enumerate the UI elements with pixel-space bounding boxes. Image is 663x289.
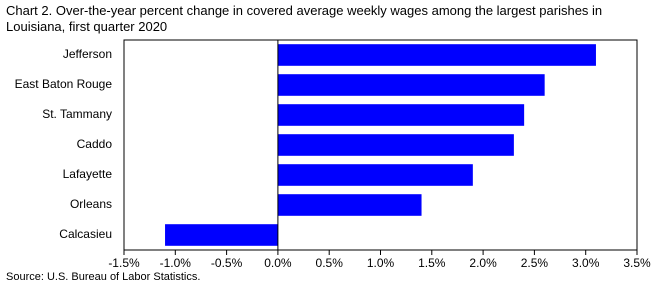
- x-tick-label: 0.5%: [316, 256, 344, 270]
- x-tick-label: -1.0%: [160, 256, 192, 270]
- chart-title: Chart 2. Over-the-year percent change in…: [6, 3, 603, 34]
- bar: [277, 194, 422, 216]
- source-note: Source: U.S. Bureau of Labor Statistics.: [6, 271, 201, 283]
- x-tick-label: 3.0%: [572, 256, 600, 270]
- y-tick-label: Calcasieu: [59, 227, 112, 241]
- bar: [277, 104, 525, 126]
- y-tick-label: Lafayette: [63, 167, 113, 181]
- y-tick-label: St. Tammany: [42, 107, 112, 121]
- x-tick-label: 2.0%: [469, 256, 497, 270]
- bar: [277, 134, 514, 156]
- x-tick-label: 3.5%: [623, 256, 651, 270]
- bar: [165, 224, 278, 246]
- x-tick-label: -0.5%: [211, 256, 243, 270]
- y-tick-label: East Baton Rouge: [15, 77, 113, 91]
- x-tick-label: 1.5%: [418, 256, 446, 270]
- y-tick-label: Orleans: [70, 197, 112, 211]
- bar: [277, 164, 473, 186]
- x-tick-label: 0.0%: [264, 256, 292, 270]
- bar: [277, 44, 596, 66]
- x-tick-label: 2.5%: [521, 256, 549, 270]
- x-tick-label: -1.5%: [108, 256, 140, 270]
- bar: [277, 74, 545, 96]
- y-tick-label: Jefferson: [63, 47, 112, 61]
- x-tick-label: 1.0%: [367, 256, 395, 270]
- y-tick-label: Caddo: [77, 137, 113, 151]
